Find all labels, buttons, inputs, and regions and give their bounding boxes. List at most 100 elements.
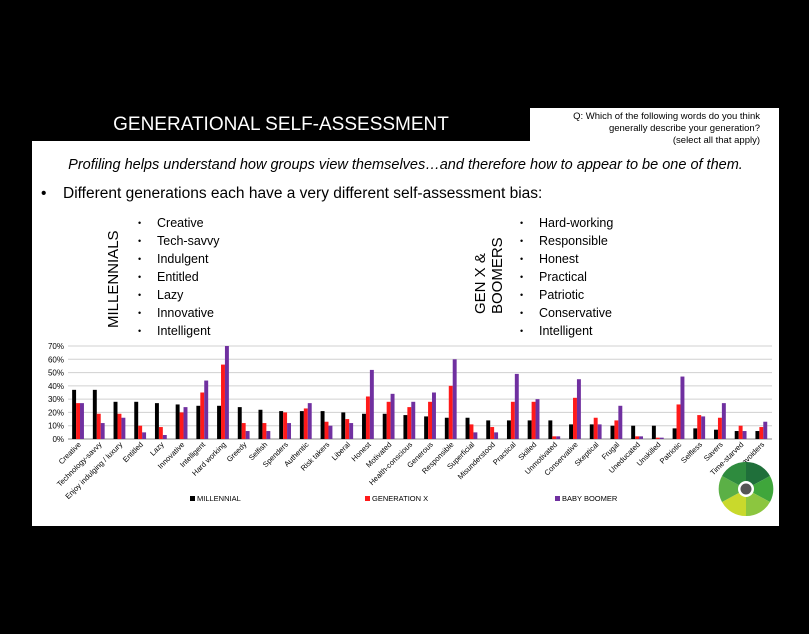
bar — [121, 417, 126, 439]
legend-swatch — [555, 496, 560, 501]
question-line: (select all that apply) — [672, 135, 760, 146]
bar — [100, 423, 105, 439]
bar — [349, 423, 354, 439]
bar — [258, 409, 263, 439]
bar — [158, 427, 163, 439]
list-item: • Conservative — [520, 304, 613, 322]
bar — [175, 404, 180, 439]
list-item: • Creative — [138, 214, 220, 232]
y-tick-label: 50% — [48, 369, 64, 378]
bar — [345, 419, 350, 439]
list-item: • Honest — [520, 250, 613, 268]
bar — [183, 407, 188, 439]
bar — [324, 421, 329, 439]
bar — [494, 432, 499, 439]
list-item-text: Indulgent — [157, 252, 209, 266]
bar — [755, 431, 760, 439]
bar — [639, 436, 644, 439]
x-tick-label: Entitled — [121, 440, 145, 464]
bar — [651, 425, 656, 439]
bar — [717, 417, 722, 439]
list-item: • Innovative — [138, 304, 220, 322]
bullet-icon: • — [520, 272, 524, 282]
bar — [535, 399, 540, 439]
bar — [80, 403, 84, 439]
x-tick-label: Liberal — [330, 440, 353, 463]
legend-label: MILLENNIAL — [197, 494, 241, 503]
main-bullet-text: Different generations each have a very d… — [63, 185, 543, 202]
bar — [469, 424, 474, 439]
y-tick-label: 40% — [48, 382, 64, 391]
list-item-text: Innovative — [157, 306, 214, 320]
bar — [473, 432, 478, 439]
bar — [76, 403, 81, 439]
bar — [96, 413, 101, 439]
legend-label: GENERATION X — [372, 494, 428, 503]
bar — [655, 437, 660, 439]
bar — [117, 413, 122, 439]
bullet-icon: • — [138, 236, 142, 246]
bar — [204, 380, 209, 439]
bar — [72, 389, 77, 439]
genx-boomers-label-line: BOOMERS — [489, 237, 506, 314]
bar — [444, 417, 449, 439]
bar — [693, 428, 698, 439]
list-item-text: Responsible — [539, 234, 608, 248]
bullet-icon: • — [138, 272, 142, 282]
bar — [287, 423, 292, 439]
genx-boomers-list: • Hard-working • Responsible • Honest • Prac… — [520, 214, 613, 340]
bullet-icon: • — [138, 326, 142, 336]
bar — [113, 401, 118, 439]
bar — [237, 407, 242, 439]
bar — [262, 423, 267, 439]
bar — [527, 420, 532, 439]
bar — [486, 420, 491, 439]
bar — [303, 408, 308, 439]
bar — [283, 412, 288, 439]
bar — [680, 376, 685, 439]
bar — [428, 401, 433, 439]
bar — [362, 413, 366, 439]
bar — [92, 389, 97, 439]
slide-title: GENERATIONAL SELF-ASSESSMENT — [32, 108, 530, 141]
bullet-icon: • — [138, 308, 142, 318]
millennials-label: MILLENNIALS — [105, 230, 122, 328]
list-item: • Entitled — [138, 268, 220, 286]
circular-segmented-logo-icon — [718, 461, 774, 517]
bar — [614, 420, 619, 439]
y-tick-label: 0% — [52, 435, 64, 444]
bar — [506, 420, 511, 439]
list-item: • Intelligent — [138, 322, 220, 340]
bar — [266, 431, 271, 439]
bar — [631, 425, 636, 439]
bullet-icon: • — [138, 290, 142, 300]
main-bullet: • Different generations each have a very … — [41, 185, 542, 203]
list-item-text: Lazy — [157, 288, 184, 302]
x-tick-label: Greedy — [225, 440, 249, 464]
bullet-icon: • — [520, 254, 524, 264]
bullet-icon: • — [520, 218, 524, 228]
y-tick-label: 10% — [48, 422, 64, 431]
bar — [299, 411, 304, 439]
bullet-icon: • — [520, 236, 524, 246]
bar — [154, 403, 159, 439]
bar — [448, 385, 453, 439]
bar — [697, 415, 702, 439]
legend-swatch — [365, 496, 370, 501]
list-item: • Indulgent — [138, 250, 220, 268]
bar — [490, 427, 495, 439]
bar — [676, 404, 681, 439]
bar — [328, 425, 333, 439]
legend-swatch — [190, 496, 195, 501]
bar — [738, 425, 743, 439]
bar — [576, 379, 581, 439]
bar — [307, 403, 312, 439]
bullet-icon: • — [41, 185, 47, 202]
question-line: Q: Which of the following words do you t… — [573, 111, 760, 122]
y-tick-label: 20% — [48, 408, 64, 417]
bar — [593, 417, 598, 439]
bar — [672, 428, 677, 439]
list-item-text: Tech-savvy — [157, 234, 220, 248]
list-item-text: Patriotic — [539, 288, 585, 302]
bar — [763, 421, 768, 439]
